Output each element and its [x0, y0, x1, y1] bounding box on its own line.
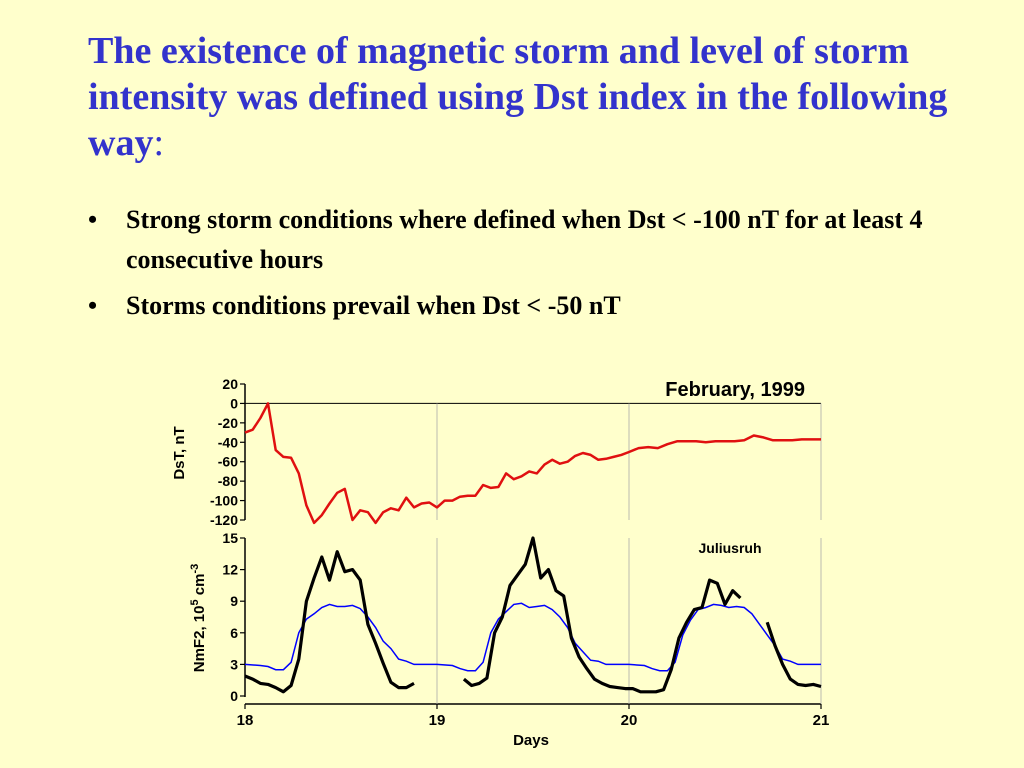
dst-y-tick-label: -20 — [218, 415, 238, 431]
dst-panel: 20 0 -20 -40 -60 -80 -100 -120 — [210, 376, 822, 528]
nmf2-y-tick-label: 0 — [230, 688, 238, 704]
nmf2-y-tick-label: 3 — [230, 656, 238, 672]
nmf2-ylabel-sup1: 5 — [189, 599, 201, 605]
dst-y-tick-label: -80 — [218, 473, 238, 489]
dst-y-axis-label: DsT, nT — [171, 426, 188, 479]
x-tick-label: 21 — [813, 712, 830, 729]
nmf2-ylabel-mid: cm — [191, 574, 208, 600]
dst-y-tick-label: -60 — [218, 454, 238, 470]
slide-title-text: The existence of magnetic storm and leve… — [88, 30, 948, 164]
x-axis-label: Days — [513, 732, 549, 749]
bullet-item: • Storms conditions prevail when Dst < -5… — [88, 286, 968, 326]
dst-y-tick-label: 20 — [222, 376, 238, 392]
nmf2-observed-line — [462, 536, 742, 694]
nmf2-chart-title: Juliusruh — [698, 540, 761, 556]
bullet-text: Storms conditions prevail when Dst < -50… — [126, 291, 621, 320]
nmf2-ylabel-sup2: -3 — [189, 564, 201, 574]
nmf2-y-tick-label: 15 — [222, 530, 238, 546]
nmf2-observed-line — [765, 621, 822, 689]
bullet-glyph: • — [88, 205, 98, 234]
x-tick-label: 18 — [237, 712, 254, 729]
nmf2-ylabel-main: NmF2, 10 — [191, 606, 208, 673]
nmf2-y-tick-label: 12 — [222, 562, 238, 578]
x-tick-label: 20 — [621, 712, 638, 729]
dst-chart-title: February, 1999 — [665, 379, 805, 401]
nmf2-observed-line — [244, 550, 415, 694]
nmf2-y-tick-label: 6 — [230, 625, 238, 641]
bullet-text: Strong storm conditions where defined wh… — [126, 205, 923, 274]
bullet-glyph: • — [88, 291, 98, 320]
dst-y-tick-label: -40 — [218, 434, 238, 450]
nmf2-median-line — [244, 602, 821, 672]
dst-y-tick-label: -100 — [210, 493, 238, 509]
dst-series-line — [244, 402, 821, 525]
dst-y-tick-label: 0 — [230, 395, 238, 411]
nmf2-y-tick-label: 9 — [230, 593, 238, 609]
slide-title: The existence of magnetic storm and leve… — [88, 28, 968, 166]
bullet-list: • Strong storm conditions where defined w… — [88, 200, 968, 332]
nmf2-y-axis-label: NmF2, 105 cm-3 — [189, 564, 208, 672]
dst-nmf2-chart: 20 0 -20 -40 -60 -80 -100 -120 15 12 9 6 3 0 18 19 20 21… — [171, 376, 829, 749]
nmf2-panel: 15 12 9 6 3 0 18 19 20 21 — [222, 530, 829, 729]
x-tick-label: 19 — [429, 712, 446, 729]
slide-title-colon: : — [153, 122, 165, 164]
bullet-item: • Strong storm conditions where defined w… — [88, 200, 968, 280]
dst-y-tick-label: -120 — [210, 512, 238, 528]
